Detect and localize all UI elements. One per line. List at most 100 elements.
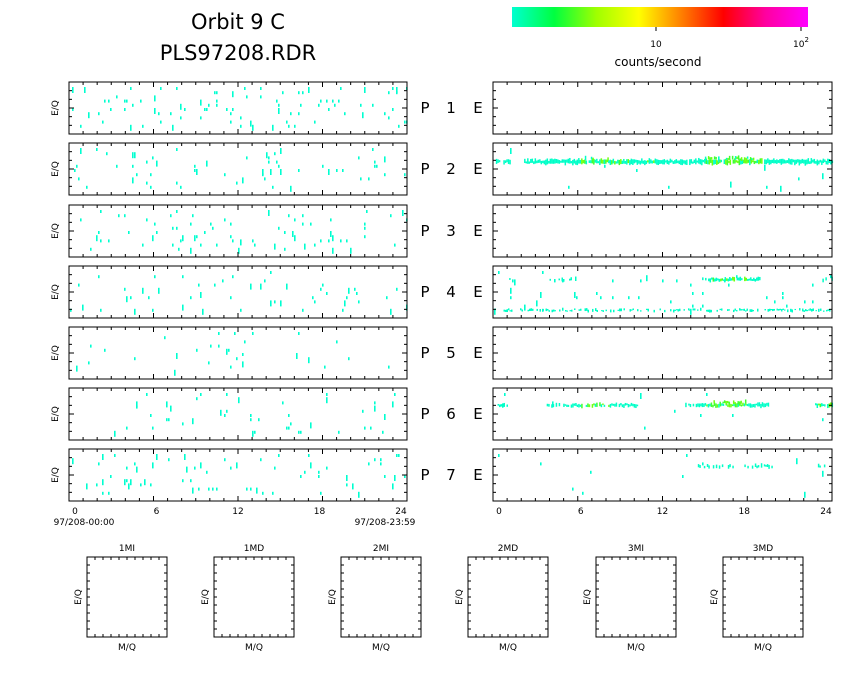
row-p5: E/Q P 5 E	[51, 326, 833, 380]
x-tick-left-24: 24	[395, 507, 407, 517]
mq-panel-1md: 1MD M/Q E/Q	[201, 544, 295, 653]
mq-ylabel-2mi: E/Q	[328, 589, 338, 605]
mq-title-3md: 3MD	[753, 544, 773, 554]
row-p1: E/Q P 1 E	[51, 81, 833, 135]
left-data-p5	[76, 332, 390, 376]
row-label-p-3: P	[420, 222, 429, 240]
y-label-left-p3: E/Q	[51, 223, 61, 239]
x-tick-right-24: 24	[820, 507, 832, 517]
mq-ylabel-3md: E/Q	[710, 589, 720, 605]
colorbar-tick-100: 102	[793, 36, 809, 50]
row-label-num-2: 2	[446, 160, 456, 178]
mq-title-1mi: 1MI	[119, 544, 135, 554]
row-label-p-7: P	[420, 466, 429, 484]
right-data-p2	[495, 148, 834, 192]
x-tick-right-0: 0	[496, 507, 502, 517]
right-data-p4	[494, 271, 833, 315]
mq-xlabel-1md: M/Q	[245, 643, 263, 653]
row-p3: E/Q P 3 E	[51, 204, 833, 258]
colorbar-gradient	[512, 7, 808, 27]
mq-ylabel-1md: E/Q	[201, 589, 211, 605]
left-panel-p2	[68, 142, 408, 196]
left-panel-p5	[68, 326, 408, 380]
row-label-num-6: 6	[446, 405, 456, 423]
row-label-e-4: E	[473, 283, 482, 301]
left-data-p7	[72, 454, 406, 498]
mq-xlabel-3md: M/Q	[754, 643, 772, 653]
row-p6: E/Q P 6 E	[51, 387, 834, 441]
right-panel-p5	[492, 326, 833, 380]
colorbar: 10 102 counts/second	[512, 7, 809, 69]
mq-ylabel-1mi: E/Q	[74, 589, 84, 605]
x-tick-right-18: 18	[739, 507, 751, 517]
mq-ylabel-2md: E/Q	[455, 589, 465, 605]
start-time-label: 97/208-00:00	[54, 518, 115, 528]
left-panel-p1	[68, 81, 408, 135]
row-label-num-5: 5	[446, 344, 456, 362]
y-label-left-p4: E/Q	[51, 284, 61, 300]
y-label-left-p5: E/Q	[51, 345, 61, 361]
mq-title-2mi: 2MI	[373, 544, 389, 554]
x-tick-left-6: 6	[154, 507, 160, 517]
left-data-p6	[114, 393, 396, 437]
mq-panel-3md: 3MD M/Q E/Q	[710, 544, 804, 653]
right-data-p7	[498, 454, 826, 498]
left-panel-p7	[68, 448, 408, 502]
mq-title-2md: 2MD	[498, 544, 518, 554]
row-p4: E/Q P 4 E	[51, 265, 833, 319]
mq-panel-1mi: 1MI M/Q E/Q	[74, 544, 168, 653]
x-tick-right-6: 6	[578, 507, 584, 517]
y-label-left-p6: E/Q	[51, 406, 61, 422]
row-label-num-1: 1	[446, 99, 456, 117]
row-label-num-3: 3	[446, 222, 456, 240]
end-time-label: 97/208-23:59	[355, 518, 416, 528]
mq-title-3mi: 3MI	[628, 544, 644, 554]
mq-xlabel-1mi: M/Q	[118, 643, 136, 653]
row-label-e-5: E	[473, 344, 482, 362]
row-label-p-2: P	[420, 160, 429, 178]
mq-panel-2mi: 2MI M/Q E/Q	[328, 544, 422, 653]
row-label-num-7: 7	[446, 466, 456, 484]
title-file: PLS97208.RDR	[160, 41, 317, 65]
right-panel-p7	[492, 448, 833, 502]
row-label-e-2: E	[473, 160, 482, 178]
left-data-p4	[70, 271, 408, 315]
x-tick-right-12: 12	[657, 507, 668, 517]
mq-xlabel-2mi: M/Q	[372, 643, 390, 653]
y-label-left-p7: E/Q	[51, 467, 61, 483]
row-label-e-3: E	[473, 222, 482, 240]
x-tick-left-18: 18	[314, 507, 326, 517]
mq-ylabel-3mi: E/Q	[583, 589, 593, 605]
right-panel-p1	[492, 81, 833, 135]
row-label-num-4: 4	[446, 283, 456, 301]
x-tick-left-0: 0	[72, 507, 78, 517]
row-label-e-1: E	[473, 99, 482, 117]
left-data-p2	[74, 148, 406, 192]
left-panel-p6	[68, 387, 408, 441]
row-label-p-1: P	[420, 99, 429, 117]
row-label-e-6: E	[473, 405, 482, 423]
mq-panel-3mi: 3MI M/Q E/Q	[583, 544, 677, 653]
mq-title-1md: 1MD	[244, 544, 264, 554]
colorbar-tick-10: 10	[650, 40, 662, 50]
x-tick-left-12: 12	[232, 507, 243, 517]
mq-xlabel-3mi: M/Q	[627, 643, 645, 653]
y-label-left-p2: E/Q	[51, 161, 61, 177]
colorbar-unit-label: counts/second	[615, 55, 702, 69]
row-label-p-5: P	[420, 344, 429, 362]
right-panel-p6	[492, 387, 833, 441]
title-orbit: Orbit 9 C	[191, 10, 285, 34]
row-label-p-4: P	[420, 283, 429, 301]
row-label-p-6: P	[420, 405, 429, 423]
row-p2: E/Q P 2 E	[51, 142, 834, 196]
left-data-p3	[80, 210, 408, 254]
mq-xlabel-2md: M/Q	[499, 643, 517, 653]
left-data-p1	[72, 87, 408, 131]
right-data-p6	[497, 393, 834, 430]
y-label-left-p1: E/Q	[51, 100, 61, 116]
row-label-e-7: E	[473, 466, 482, 484]
right-panel-p3	[492, 204, 833, 258]
mq-panel-2md: 2MD M/Q E/Q	[455, 544, 549, 653]
row-p7: E/Q P 7 E	[51, 448, 833, 502]
